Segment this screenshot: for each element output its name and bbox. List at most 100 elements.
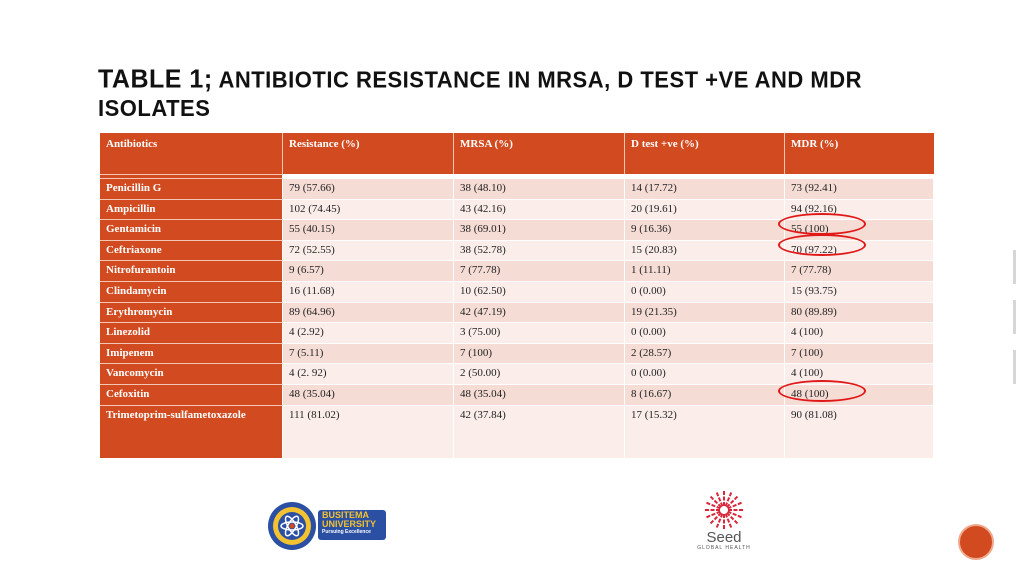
value-cell: 20 (19.61) — [625, 198, 785, 220]
antibiotic-name-cell: Imipenem — [100, 342, 283, 364]
value-cell: 19 (21.35) — [625, 301, 785, 323]
value-cell: 102 (74.45) — [283, 198, 454, 220]
value-cell: 17 (15.32) — [625, 404, 785, 458]
value-cell: 79 (57.66) — [283, 178, 454, 199]
value-cell: 14 (17.72) — [625, 178, 785, 199]
seed-burst-dot — [737, 514, 742, 519]
value-cell: 4 (2. 92) — [283, 363, 454, 384]
value-cell: 4 (100) — [785, 322, 934, 343]
seed-burst-dot — [716, 509, 720, 511]
seed-burst-icon — [705, 491, 743, 529]
spacer-cell — [785, 174, 934, 178]
slide-nav-button[interactable] — [958, 524, 994, 560]
seed-burst-dot — [706, 514, 711, 519]
accent-mark — [1013, 350, 1016, 384]
highlight-circle — [778, 213, 866, 235]
value-cell: 2 (50.00) — [454, 363, 625, 384]
value-cell: 2 (28.57) — [625, 342, 785, 364]
value-cell: 42 (37.84) — [454, 404, 625, 458]
value-cell: 7 (5.11) — [283, 342, 454, 364]
seed-burst-dot — [732, 503, 737, 508]
seed-burst-dot — [723, 525, 725, 529]
value-cell: 43 (42.16) — [454, 198, 625, 220]
seed-sub: GLOBAL HEALTH — [697, 545, 751, 551]
seed-burst-dot — [723, 496, 725, 501]
seed-burst-dot — [737, 501, 742, 506]
seed-burst-dot — [728, 509, 732, 511]
title-prefix: Table 1; — [98, 64, 213, 95]
seed-burst-dot — [715, 523, 720, 528]
seed-burst-dot — [716, 506, 721, 510]
value-cell: 48 (35.04) — [454, 383, 625, 405]
seed-burst-dot — [727, 506, 732, 510]
table-header-row: Antibiotics Resistance (%) MRSA (%) D te… — [100, 133, 934, 174]
value-cell: 38 (48.10) — [454, 178, 625, 199]
table-row: Imipenem 7 (5.11) 7 (100) 2 (28.57) 7 (100) — [100, 342, 934, 364]
seed-burst-dot — [709, 495, 715, 501]
seed-burst-dot — [726, 503, 731, 508]
header-antibiotics: Antibiotics — [100, 133, 283, 174]
antibiotic-name-cell: Penicillin G — [100, 178, 283, 199]
busitema-emblem-icon — [268, 502, 386, 550]
value-cell: 1 (11.11) — [625, 260, 785, 281]
seed-burst-dot — [717, 497, 722, 502]
seed-burst-dot — [717, 503, 722, 508]
table-row: Linezolid 4 (2.92) 3 (75.00) 0 (0.00) 4 (100… — [100, 322, 934, 343]
seed-global-health-logo: Seed GLOBAL HEALTH — [694, 488, 754, 554]
busitema-university-logo: BUSITEMA UNIVERSITY Pursuing Excellence — [266, 500, 390, 552]
value-cell: 0 (0.00) — [625, 363, 785, 384]
value-cell: 90 (81.08) — [785, 404, 934, 458]
value-cell: 10 (62.50) — [454, 280, 625, 302]
value-cell: 9 (6.57) — [283, 260, 454, 281]
value-cell: 7 (100) — [785, 342, 934, 364]
seed-burst-dot — [713, 499, 719, 505]
seed-burst-dot — [723, 502, 725, 506]
seed-burst-dot — [723, 514, 725, 518]
busitema-line2: UNIVERSITY — [322, 519, 377, 530]
seed-burst-dot — [733, 495, 739, 501]
header-mrsa: MRSA (%) — [454, 133, 625, 174]
seed-burst-dot — [726, 518, 731, 523]
value-cell: 4 (100) — [785, 363, 934, 384]
spacer-row — [100, 174, 934, 178]
seed-burst-dot — [729, 499, 735, 505]
table-row: Vancomycin 4 (2. 92) 2 (50.00) 0 (0.00) 4 (1… — [100, 363, 934, 384]
value-cell: 42 (47.19) — [454, 301, 625, 323]
table-row: Ampicillin 102 (74.45) 43 (42.16) 20 (19.61… — [100, 198, 934, 220]
seed-burst-dot — [711, 503, 716, 508]
spacer-cell — [454, 174, 625, 178]
value-cell: 7 (77.78) — [454, 260, 625, 281]
seed-burst-dot — [733, 519, 739, 525]
value-cell: 89 (64.96) — [283, 301, 454, 323]
seed-name: Seed — [706, 529, 742, 546]
value-cell: 9 (16.36) — [625, 219, 785, 240]
seed-burst-dot — [727, 510, 732, 514]
seed-burst-dot — [717, 518, 722, 523]
highlight-circle — [778, 380, 866, 402]
value-cell: 0 (0.00) — [625, 322, 785, 343]
value-cell: 48 (35.04) — [283, 383, 454, 405]
value-cell: 3 (75.00) — [454, 322, 625, 343]
value-cell: 72 (52.55) — [283, 239, 454, 261]
table-row: Clindamycin 16 (11.68) 10 (62.50) 0 (0.00) 1… — [100, 280, 934, 302]
header-resistance: Resistance (%) — [283, 133, 454, 174]
seed-burst-dot — [710, 509, 715, 511]
antibiotic-name-cell: Ampicillin — [100, 198, 283, 220]
highlight-circle — [778, 234, 866, 256]
value-cell: 73 (92.41) — [785, 178, 934, 199]
antibiotic-name-cell: Cefoxitin — [100, 383, 283, 405]
table-row: Penicillin G 79 (57.66) 38 (48.10) 14 (17.7… — [100, 178, 934, 199]
spacer-cell — [100, 174, 283, 178]
seed-burst-dot — [726, 512, 731, 517]
seed-burst-dot — [713, 515, 719, 521]
seed-burst-dot — [705, 509, 709, 511]
antibiotic-name-cell: Trimetoprim-sulfametoxazole — [100, 404, 283, 458]
spacer-cell — [283, 174, 454, 178]
seed-burst-dot — [726, 497, 731, 502]
seed-burst-dot — [711, 512, 716, 517]
seed-burst-dot — [723, 491, 725, 495]
seed-burst-dot — [724, 513, 728, 518]
busitema-line1: BUSITEMA — [322, 510, 369, 520]
busitema-line3: Pursuing Excellence — [322, 528, 371, 535]
antibiotic-name-cell: Vancomycin — [100, 363, 283, 384]
